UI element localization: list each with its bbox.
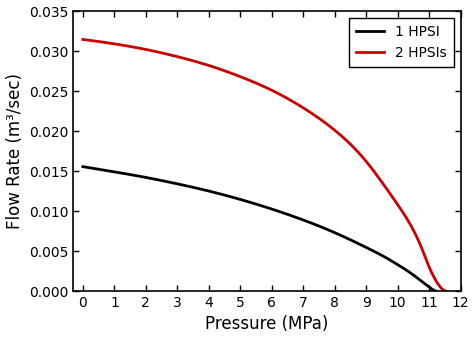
1 HPSI <box>433 289 439 293</box>
Y-axis label: Flow Rate (m³/sec): Flow Rate (m³/sec) <box>6 73 24 229</box>
1 HPSI <box>358 243 364 247</box>
2 HPSIs <box>432 277 437 281</box>
2 HPSIs <box>432 277 438 281</box>
Line: 1 HPSI: 1 HPSI <box>83 167 436 291</box>
1 HPSI <box>423 282 428 286</box>
2 HPSIs <box>366 162 371 166</box>
1 HPSI <box>423 282 428 286</box>
X-axis label: Pressure (MPa): Pressure (MPa) <box>205 316 329 334</box>
1 HPSI <box>242 199 248 203</box>
2 HPSIs <box>247 78 253 82</box>
1 HPSI <box>252 202 257 206</box>
Line: 2 HPSIs: 2 HPSIs <box>83 39 446 291</box>
Legend: 1 HPSI, 2 HPSIs: 1 HPSI, 2 HPSIs <box>349 18 454 67</box>
1 HPSI <box>98 167 104 172</box>
2 HPSIs <box>99 40 104 44</box>
2 HPSIs <box>80 37 86 41</box>
1 HPSI <box>80 165 86 169</box>
2 HPSIs <box>443 289 448 293</box>
2 HPSIs <box>256 82 262 86</box>
